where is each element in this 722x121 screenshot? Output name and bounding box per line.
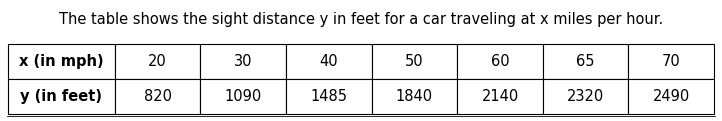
Text: 820: 820 bbox=[144, 89, 172, 104]
Text: 2490: 2490 bbox=[653, 89, 690, 104]
Text: y (in feet): y (in feet) bbox=[20, 89, 103, 104]
Text: The table shows the sight distance y in feet for a car traveling at x miles per : The table shows the sight distance y in … bbox=[59, 12, 663, 27]
Text: 65: 65 bbox=[576, 54, 595, 69]
Text: x (in mph): x (in mph) bbox=[19, 54, 104, 69]
Text: 70: 70 bbox=[662, 54, 681, 69]
Text: 30: 30 bbox=[234, 54, 253, 69]
Text: 1485: 1485 bbox=[310, 89, 347, 104]
Text: 2140: 2140 bbox=[482, 89, 518, 104]
Text: 1090: 1090 bbox=[225, 89, 262, 104]
Text: 20: 20 bbox=[148, 54, 167, 69]
Text: 1840: 1840 bbox=[396, 89, 433, 104]
Text: 40: 40 bbox=[320, 54, 338, 69]
Text: 2320: 2320 bbox=[567, 89, 604, 104]
Text: 50: 50 bbox=[405, 54, 424, 69]
Text: 60: 60 bbox=[491, 54, 509, 69]
